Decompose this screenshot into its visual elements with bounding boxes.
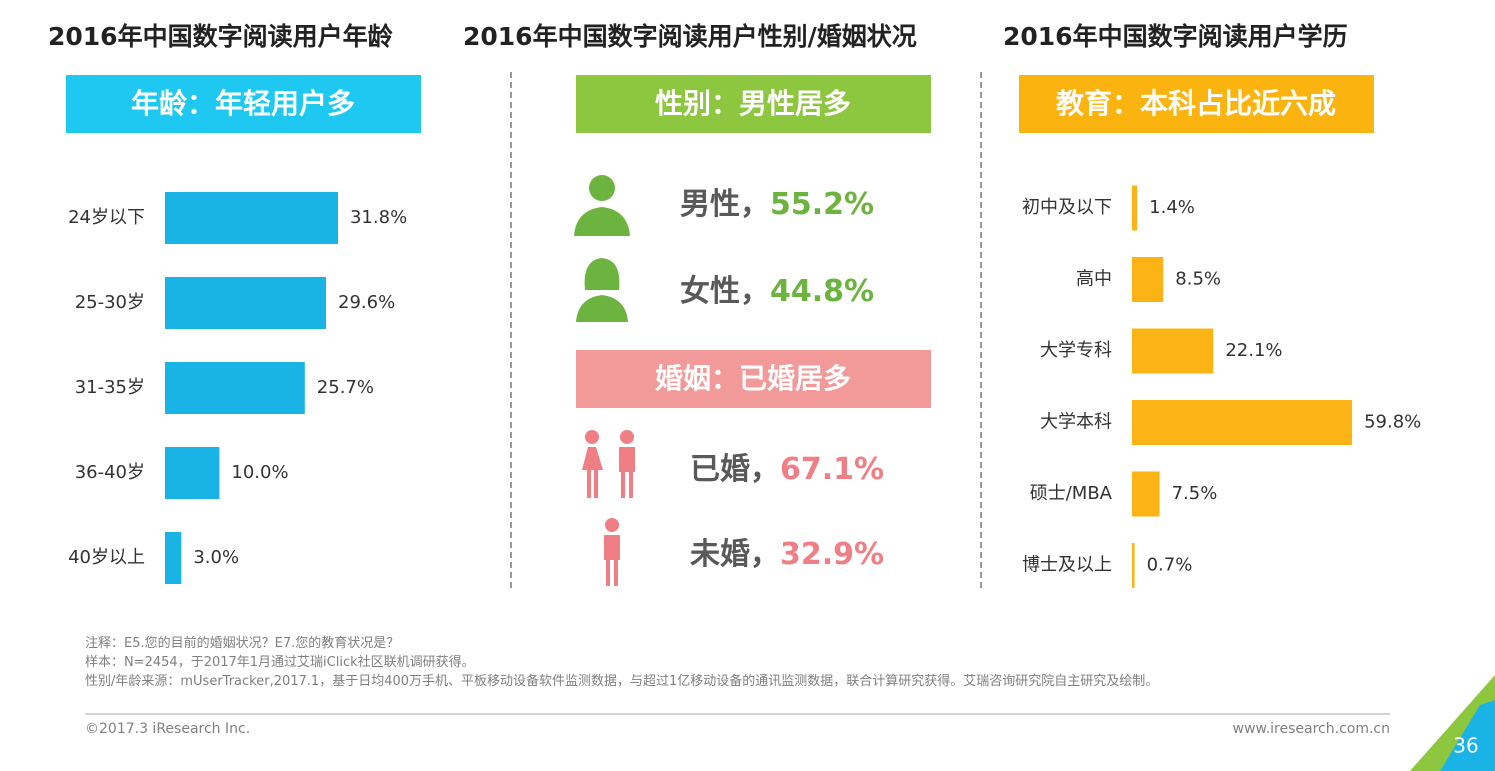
section-header	[576, 75, 931, 133]
value-label: 0.7%	[1147, 555, 1193, 576]
section-header-label: 性别：男性居多	[655, 87, 851, 120]
bar	[165, 192, 338, 244]
stat-category: 已婚，	[690, 452, 780, 487]
category-label: 25-30岁	[75, 292, 145, 313]
bar	[165, 362, 305, 414]
stat-value: 32.9%	[780, 537, 884, 572]
value-label: 31.8%	[350, 207, 407, 228]
value-label: 8.5%	[1175, 269, 1221, 290]
category-label: 大学本科	[1040, 412, 1112, 433]
couple-icon	[582, 430, 635, 498]
bar	[165, 447, 220, 499]
value-label: 29.6%	[338, 292, 395, 313]
bar	[1132, 257, 1164, 302]
bar	[1132, 185, 1138, 231]
category-label: 高中	[1076, 269, 1112, 290]
category-label: 40岁以上	[68, 547, 145, 568]
category-label: 大学专科	[1040, 340, 1112, 361]
section-header	[1019, 75, 1374, 133]
bar	[165, 277, 327, 329]
value-label: 3.0%	[193, 547, 239, 568]
corner-decoration	[1440, 700, 1495, 771]
chart-title: 2016年中国数字阅读用户学历	[1003, 22, 1348, 51]
stat: 女性，44.8%	[680, 274, 874, 309]
stat: 已婚，67.1%	[690, 452, 884, 487]
website: www.iresearch.com.cn	[1233, 721, 1390, 737]
value-label: 10.0%	[231, 462, 288, 483]
chart-title: 2016年中国数字阅读用户年龄	[48, 22, 394, 51]
category-label: 24岁以下	[68, 207, 145, 228]
copyright: ©2017.3 iResearch Inc.	[85, 721, 250, 737]
female-icon	[576, 258, 628, 322]
stat-value: 44.8%	[770, 274, 874, 309]
male-icon	[574, 175, 630, 236]
value-label: 22.1%	[1225, 340, 1282, 361]
bar	[165, 532, 182, 584]
value-label: 59.8%	[1364, 412, 1421, 433]
stat-value: 67.1%	[780, 452, 884, 487]
stat-category: 女性，	[680, 274, 770, 309]
chart-title: 2016年中国数字阅读用户性别/婚姻状况	[463, 22, 917, 51]
section-header	[576, 350, 931, 408]
value-label: 1.4%	[1149, 197, 1195, 218]
section-header-label: 婚姻：已婚居多	[655, 362, 851, 395]
category-label: 初中及以下	[1022, 197, 1112, 218]
category-label: 36-40岁	[75, 462, 145, 483]
stat: 男性，55.2%	[680, 187, 874, 222]
stat-value: 55.2%	[770, 187, 874, 222]
notes: 注释：E5.您的目前的婚姻状况？E7.您的教育状况是？ 样本：N=2454，于20…	[85, 634, 1405, 691]
single-icon	[604, 518, 620, 586]
bar	[1132, 471, 1160, 517]
stat-category: 未婚，	[690, 537, 780, 572]
value-label: 25.7%	[317, 377, 374, 398]
bar	[1132, 400, 1353, 445]
note: 注释：E5.您的目前的婚姻状况？E7.您的教育状况是？	[85, 636, 400, 651]
section-header-label: 年龄：年轻用户多	[131, 87, 355, 120]
bar	[1132, 328, 1214, 374]
category-label: 硕士/MBA	[1030, 483, 1113, 504]
value-label: 7.5%	[1172, 483, 1218, 504]
category-label: 博士及以上	[1022, 555, 1112, 576]
category-label: 31-35岁	[75, 377, 145, 398]
stat-category: 男性，	[680, 187, 770, 222]
note: 样本：N=2454，于2017年1月通过艾瑞iClick社区联机调研获得。	[85, 655, 475, 670]
bar	[1132, 543, 1135, 588]
section-header-label: 教育：本科占比近六成	[1056, 87, 1336, 120]
stat: 未婚，32.9%	[690, 537, 884, 572]
section-header	[66, 75, 421, 133]
page-number: 36	[1453, 734, 1478, 758]
note: 性别/年龄来源：mUserTracker,2017.1，基于日均400万手机、平…	[85, 674, 1159, 689]
